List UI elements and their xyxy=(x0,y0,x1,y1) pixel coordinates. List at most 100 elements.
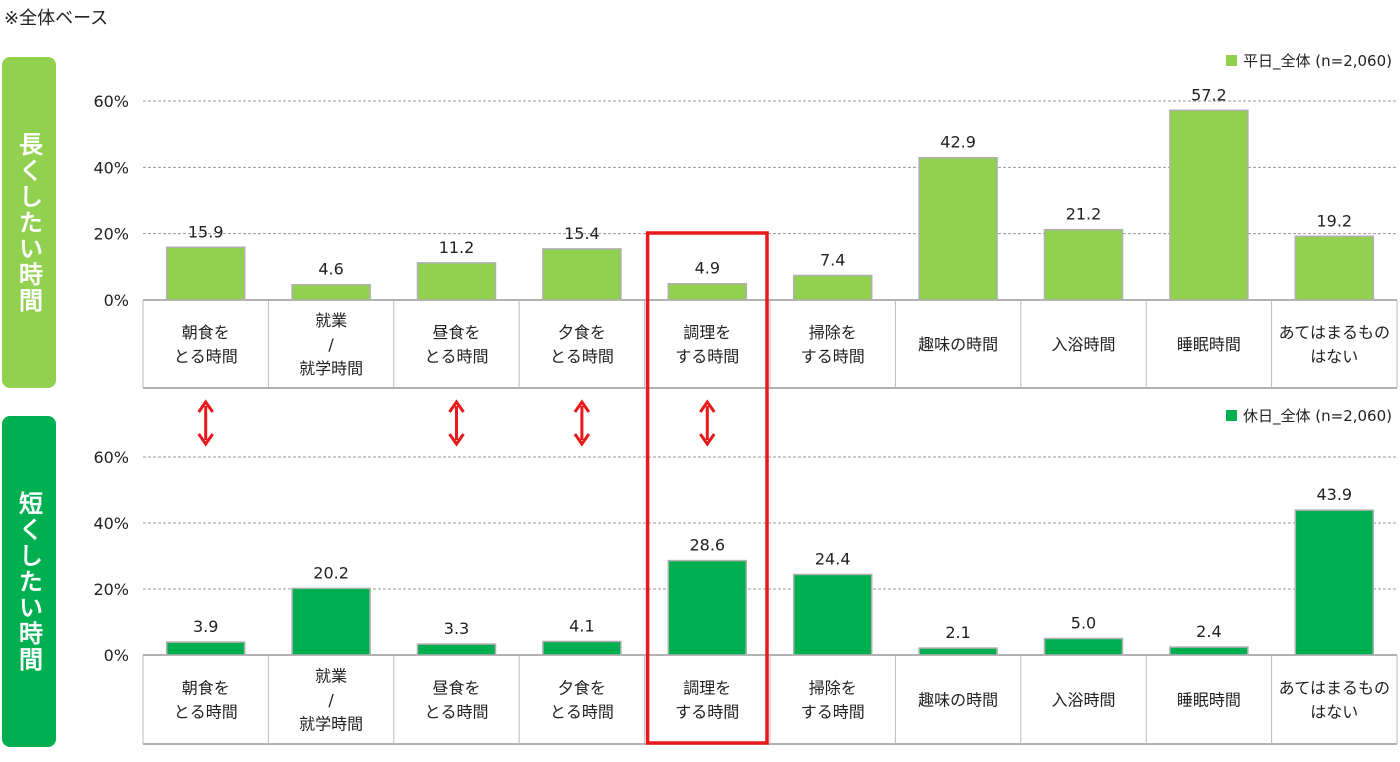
category-label: 朝食を xyxy=(182,323,230,342)
category-label: 掃除を xyxy=(809,679,857,698)
value-label: 43.9 xyxy=(1316,485,1352,504)
arrow-head-up xyxy=(197,399,214,413)
legend-weekday-label: 平日_全体 (n=2,060) xyxy=(1243,52,1392,70)
y-tick-label: 60% xyxy=(93,448,129,467)
value-label: 15.4 xyxy=(564,224,600,243)
category-label: とる時間 xyxy=(550,347,614,366)
y-tick-label: 0% xyxy=(104,646,129,665)
category-label: 夕食を xyxy=(558,679,606,698)
category-label: 朝食を xyxy=(182,679,230,698)
bar-holiday-2 xyxy=(416,643,497,656)
category-label: する時間 xyxy=(801,347,865,366)
category-label: 睡眠時間 xyxy=(1177,691,1241,710)
value-label: 3.9 xyxy=(193,617,218,636)
category-label: はない xyxy=(1310,703,1358,722)
y-tick-label: 0% xyxy=(104,291,129,310)
category-label: 掃除を xyxy=(809,323,857,342)
bar-holiday-6 xyxy=(918,647,998,656)
side-label-longer: 長くしたい時間 xyxy=(2,57,56,388)
category-label: 調理を xyxy=(683,679,731,698)
bar-weekday-1 xyxy=(291,283,371,301)
value-label: 3.3 xyxy=(444,619,469,638)
arrow-head-down xyxy=(699,433,716,447)
bar-weekday-2 xyxy=(416,262,497,301)
value-label: 42.9 xyxy=(940,133,976,152)
category-label: 趣味の時間 xyxy=(918,335,998,354)
bar-weekday-5 xyxy=(792,274,873,301)
bar-weekday-8 xyxy=(1169,109,1249,301)
category-label: 就業 xyxy=(315,311,347,330)
category-label: とる時間 xyxy=(550,703,614,722)
value-label: 7.4 xyxy=(820,250,845,269)
category-label: とる時間 xyxy=(424,347,488,366)
bar-weekday-3 xyxy=(542,248,622,301)
value-label: 19.2 xyxy=(1316,211,1352,230)
category-label: 調理を xyxy=(683,323,731,342)
highlight-box xyxy=(645,231,769,745)
value-label: 5.0 xyxy=(1071,614,1096,633)
bar-holiday-1 xyxy=(291,587,371,656)
value-label: 57.2 xyxy=(1191,85,1227,104)
category-label: 入浴時間 xyxy=(1051,691,1115,710)
bar-weekday-4 xyxy=(667,282,748,301)
value-label: 4.6 xyxy=(318,260,343,279)
bar-weekday-0 xyxy=(165,246,246,301)
bar-weekday-7 xyxy=(1043,228,1124,301)
category-label: する時間 xyxy=(801,703,865,722)
legend-weekday: 平日_全体 (n=2,060) xyxy=(1226,50,1392,71)
arrow-head-up xyxy=(448,399,465,413)
value-label: 24.4 xyxy=(815,549,851,568)
category-label: 睡眠時間 xyxy=(1177,335,1241,354)
y-tick-label: 20% xyxy=(93,580,129,599)
category-label: 入浴時間 xyxy=(1051,335,1115,354)
category-label: 昼食を xyxy=(432,323,480,342)
y-tick-label: 40% xyxy=(93,514,129,533)
legend-holiday: 休日_全体 (n=2,060) xyxy=(1226,405,1392,426)
category-label: 就学時間 xyxy=(299,359,363,378)
arrow-head-down xyxy=(573,433,591,447)
legend-holiday-label: 休日_全体 (n=2,060) xyxy=(1243,407,1392,425)
category-label: / xyxy=(328,335,334,354)
value-label: 21.2 xyxy=(1066,205,1102,224)
bar-holiday-5 xyxy=(792,573,873,656)
value-label: 2.1 xyxy=(945,623,970,642)
value-label: 4.1 xyxy=(569,616,594,635)
category-label: 就学時間 xyxy=(299,715,363,734)
base-note: ※全体ベース xyxy=(4,8,109,29)
category-label: 夕食を xyxy=(558,323,606,342)
y-tick-label: 60% xyxy=(93,92,129,111)
bar-holiday-9 xyxy=(1294,509,1375,656)
bar-holiday-0 xyxy=(165,641,246,656)
arrow-head-up xyxy=(699,399,716,413)
category-label: あてはまるもの xyxy=(1279,323,1390,342)
category-label: とる時間 xyxy=(424,703,488,722)
arrow-head-down xyxy=(448,433,465,447)
category-label: 昼食を xyxy=(432,679,480,698)
category-label: とる時間 xyxy=(174,347,238,366)
category-label: / xyxy=(328,691,334,710)
arrow-head-down xyxy=(197,433,214,447)
arrow-head-up xyxy=(573,399,591,413)
bar-holiday-4 xyxy=(667,559,748,656)
side-label-shorter: 短くしたい時間 xyxy=(2,416,56,747)
side-label-longer-text: 長くしたい時間 xyxy=(14,131,43,314)
value-label: 11.2 xyxy=(439,238,475,257)
bar-weekday-9 xyxy=(1294,235,1375,301)
value-label: 4.9 xyxy=(695,259,720,278)
category-label: あてはまるもの xyxy=(1279,679,1390,698)
value-label: 15.9 xyxy=(188,222,224,241)
category-label: 就業 xyxy=(315,667,347,686)
bar-holiday-7 xyxy=(1043,637,1124,656)
category-label: とる時間 xyxy=(174,703,238,722)
category-label: する時間 xyxy=(675,347,739,366)
value-label: 28.6 xyxy=(689,536,725,555)
side-label-shorter-text: 短くしたい時間 xyxy=(14,490,43,673)
legend-holiday-swatch xyxy=(1226,410,1237,421)
bar-holiday-3 xyxy=(542,640,622,656)
legend-weekday-swatch xyxy=(1226,55,1237,66)
category-label: はない xyxy=(1310,347,1358,366)
value-label: 2.4 xyxy=(1196,622,1221,641)
y-tick-label: 20% xyxy=(93,225,129,244)
category-label: する時間 xyxy=(675,703,739,722)
